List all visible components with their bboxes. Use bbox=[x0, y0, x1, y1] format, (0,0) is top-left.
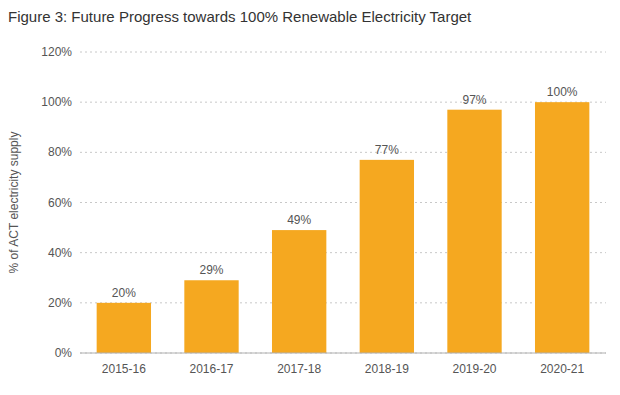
y-ticks: 0% 20% 40% 60% 80% 100% 120% bbox=[41, 45, 72, 360]
y-tick-label: 20% bbox=[48, 296, 72, 310]
title: Figure 3: Future Progress towards 100% R… bbox=[8, 8, 472, 25]
data-label: 97% bbox=[462, 93, 486, 107]
data-label: 100% bbox=[547, 85, 578, 99]
x-tick-label: 2020-21 bbox=[540, 362, 584, 376]
data-label: 20% bbox=[112, 286, 136, 300]
data-label: 29% bbox=[199, 263, 223, 277]
data-label: 49% bbox=[287, 213, 311, 227]
y-tick-label: 100% bbox=[41, 95, 72, 109]
y-axis-label: % of ACT electricity supply bbox=[7, 132, 21, 274]
bar bbox=[360, 160, 414, 353]
grid-line bbox=[80, 52, 606, 53]
x-tick-label: 2017-18 bbox=[277, 362, 321, 376]
bar bbox=[184, 280, 238, 353]
x-tick-label: 2019-20 bbox=[452, 362, 496, 376]
x-tick-label: 2018-19 bbox=[365, 362, 409, 376]
x-ticks: 2015-16 2016-17 2017-18 2018-19 2019-20 2020-… bbox=[102, 362, 585, 376]
y-tick-label: 60% bbox=[48, 196, 72, 210]
page-body: {"chart_data": {"type": "bar", "title": … bbox=[0, 0, 620, 395]
x-tick-label: 2015-16 bbox=[102, 362, 146, 376]
grid-line bbox=[80, 252, 606, 253]
y-tick-label: 120% bbox=[41, 45, 72, 59]
bar bbox=[447, 110, 501, 353]
bar bbox=[272, 230, 326, 353]
data-label: 77% bbox=[375, 143, 399, 157]
grid-line bbox=[80, 353, 606, 354]
grid-line bbox=[80, 302, 606, 303]
chart-svg: Figure 3: Future Progress towards 100% R… bbox=[0, 0, 620, 395]
chart-container: Figure 3: Future Progress towards 100% R… bbox=[0, 0, 620, 395]
page: Chart html, body { margin: 0; padding: 0… bbox=[0, 0, 620, 395]
y-tick-label: 0% bbox=[55, 346, 73, 360]
bar bbox=[535, 102, 589, 353]
data-labels: 20% 29% 49% 77% 97% 100% bbox=[112, 85, 578, 300]
bar bbox=[97, 303, 151, 353]
y-tick-label: 80% bbox=[48, 145, 72, 159]
grid-line bbox=[80, 152, 606, 153]
x-tick-label: 2016-17 bbox=[189, 362, 233, 376]
x-axis-line bbox=[80, 353, 606, 354]
y-tick-label: 40% bbox=[48, 246, 72, 260]
grid-line bbox=[80, 102, 606, 103]
bars bbox=[97, 102, 590, 353]
grid bbox=[80, 52, 606, 353]
grid-line bbox=[80, 202, 606, 203]
